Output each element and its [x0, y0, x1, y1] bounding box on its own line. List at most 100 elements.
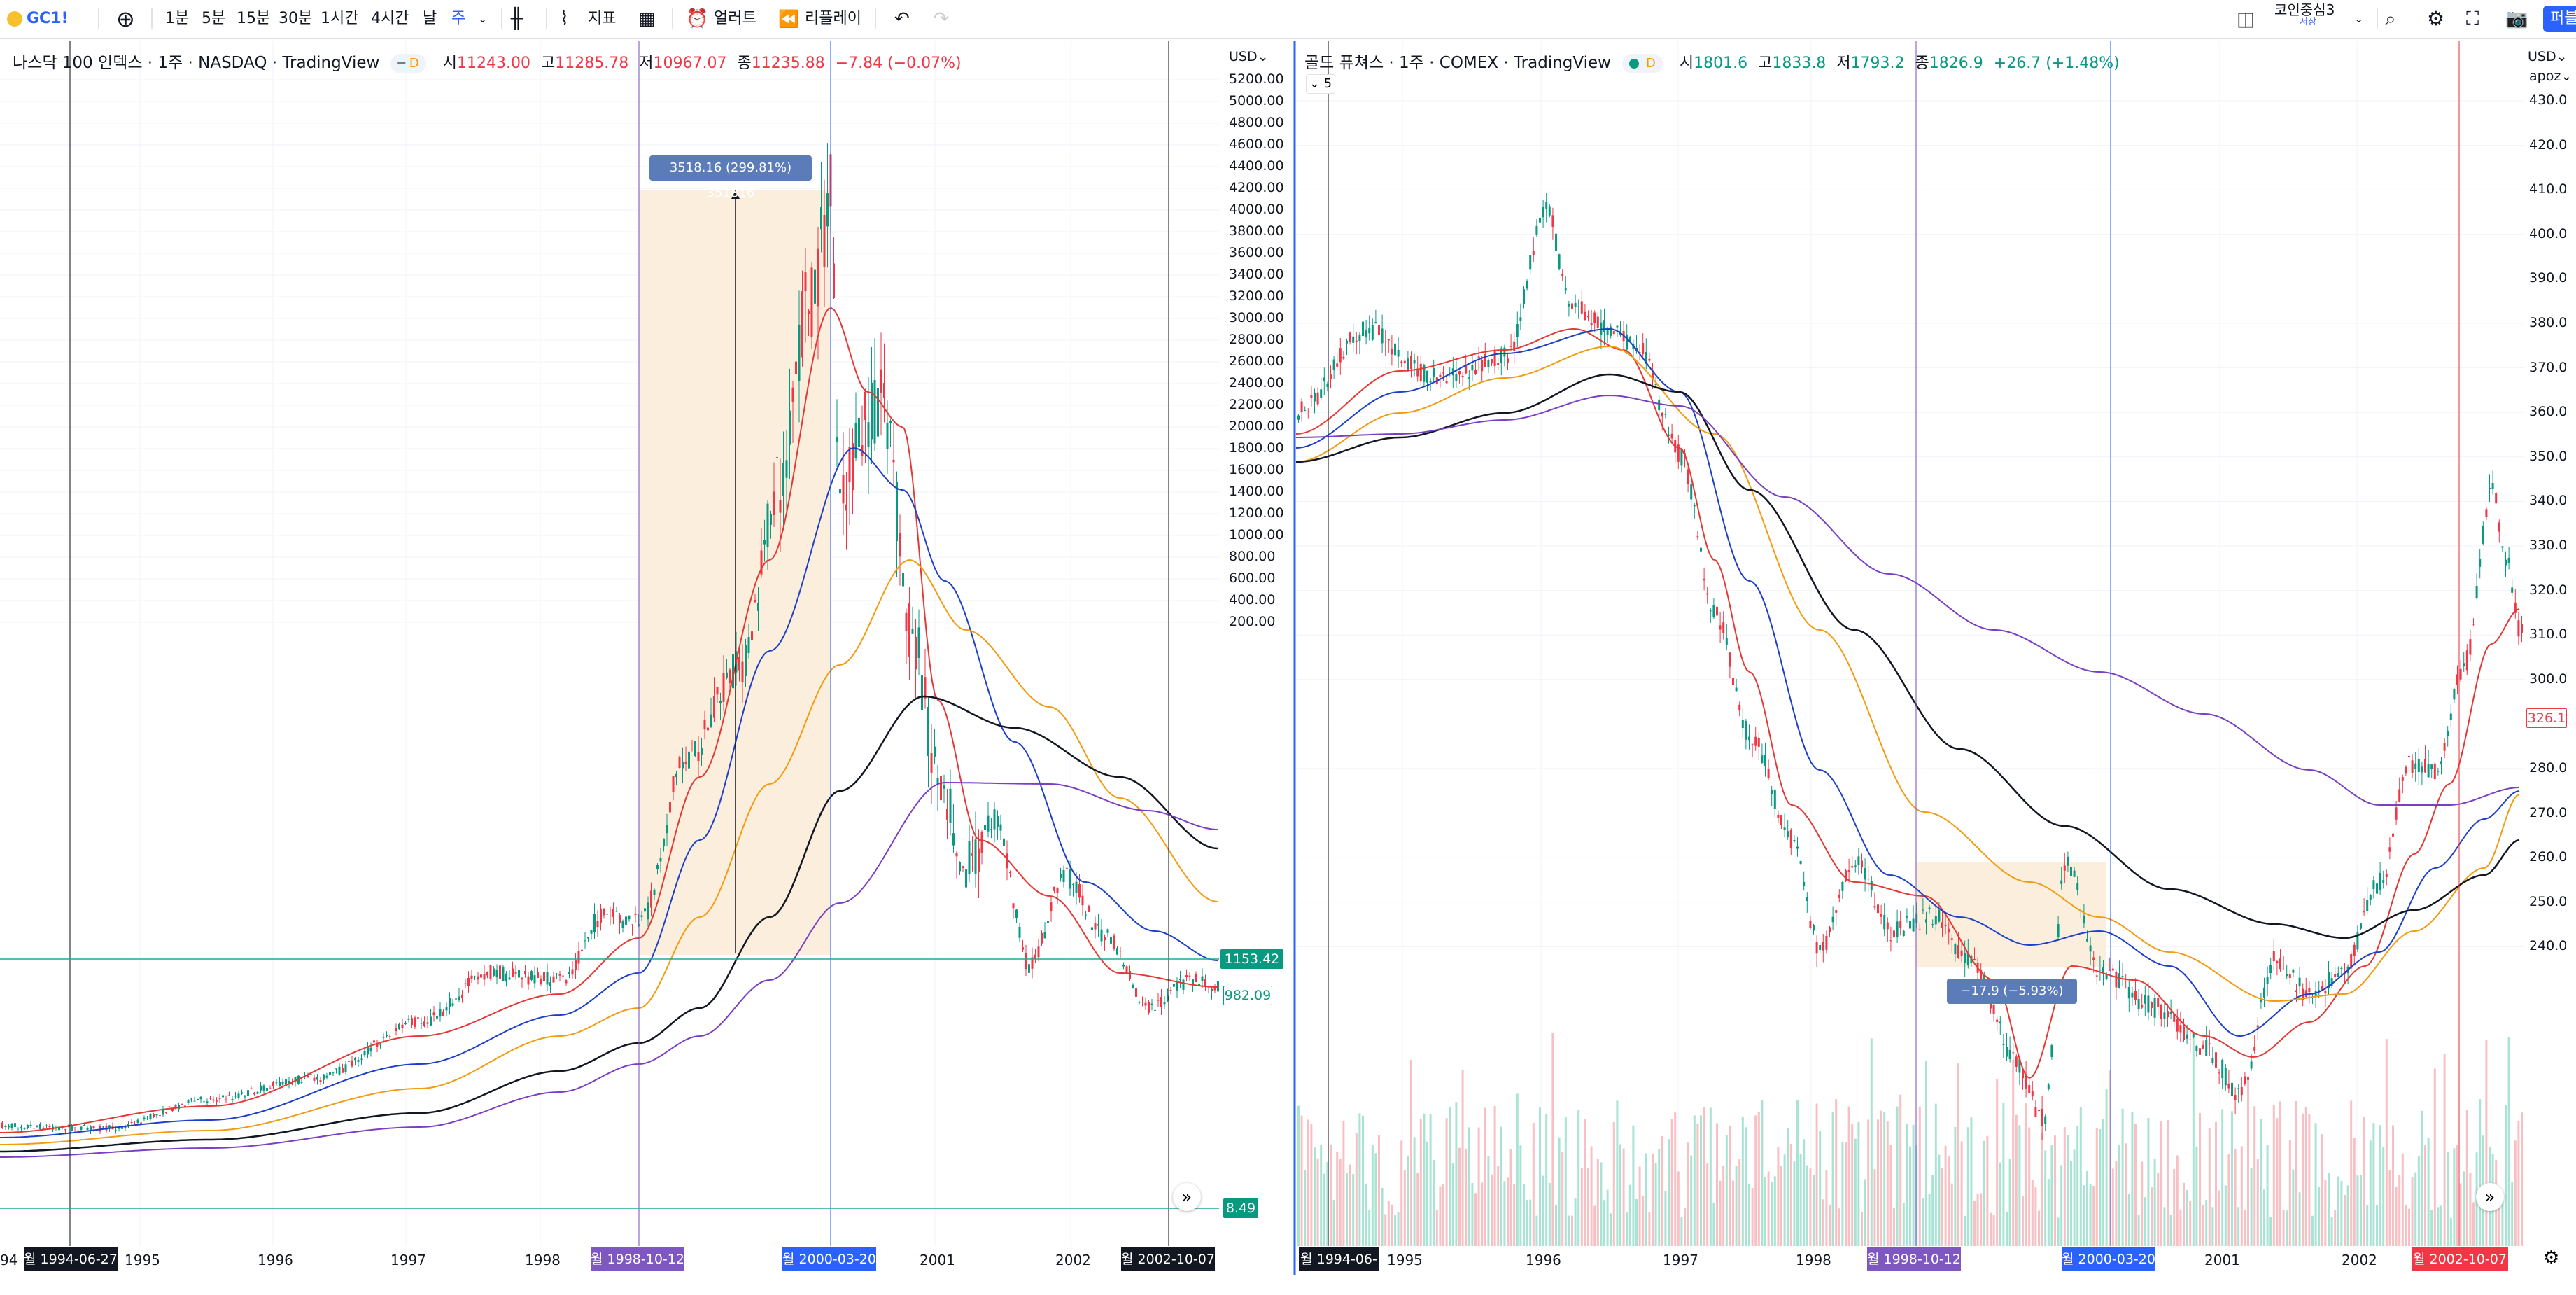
right-currency-label[interactable]: USD⌄	[2528, 49, 2568, 64]
left-price-tick: 2800.00	[1229, 332, 1284, 347]
right-candle-body	[1400, 361, 1403, 363]
right-volume-bar	[2282, 1210, 2285, 1246]
interval-4h[interactable]: 4시간	[371, 10, 409, 27]
interval-dropdown-chevron-icon[interactable]: ⌄	[478, 12, 488, 25]
right-candle-body	[1693, 505, 1696, 507]
right-volume-bar	[2253, 1106, 2256, 1246]
left-chart-legend: 나스닥 100 인덱스 · 1주 · NASDAQ · TradingView ━…	[13, 49, 962, 74]
right-volume-bar	[1809, 1168, 1812, 1246]
left-price-tick: 3400.00	[1229, 267, 1284, 282]
right-candle-body	[1658, 399, 1661, 411]
replay-rewind-icon[interactable]: ⏪	[778, 9, 799, 29]
right-candle-body	[1455, 374, 1458, 381]
right-range-measure-box	[1916, 862, 2106, 967]
interval-15m[interactable]: 15분	[237, 10, 271, 27]
right-chart-title[interactable]: 골드 퓨쳐스 · 1주 · COMEX · TradingView	[1304, 54, 1611, 72]
right-price-tick: 420.0	[2529, 136, 2568, 153]
right-candle-body	[1773, 789, 1776, 809]
replay-button[interactable]: 리플레이	[805, 10, 861, 27]
left-candle-body	[902, 573, 904, 587]
right-volume-bar	[1371, 1145, 1374, 1246]
left-candle-body	[1056, 888, 1059, 892]
interval-day[interactable]: 날	[423, 10, 437, 27]
legend-collapse-button[interactable]: ⌄ 5	[1306, 74, 1335, 94]
left-candle-body	[1185, 975, 1188, 977]
right-volume-bar	[2334, 1210, 2337, 1246]
alert-button[interactable]: 얼러트	[714, 10, 756, 27]
left-candle-body	[392, 1032, 394, 1033]
right-candle-body	[1603, 320, 1605, 332]
left-chart-title[interactable]: 나스닥 100 인덱스 · 1주 · NASDAQ · TradingView	[13, 54, 380, 72]
left-candle-body	[171, 1108, 174, 1112]
left-candle-body	[1160, 997, 1162, 1007]
left-candle-body	[1037, 946, 1040, 958]
right-candle-body	[2050, 1045, 2053, 1057]
left-candle-body	[798, 324, 801, 382]
right-unit-label[interactable]: apoz⌄	[2529, 69, 2573, 84]
interval-week[interactable]: 주	[451, 10, 466, 27]
left-candle-body	[514, 972, 517, 974]
right-scroll-to-realtime-icon[interactable]: »	[2476, 1183, 2504, 1211]
right-volume-bar	[1754, 1115, 1757, 1246]
right-candle-body	[1336, 363, 1339, 367]
right-candle-body	[2173, 1014, 2176, 1022]
left-candle-body	[118, 1126, 120, 1129]
templates-grid-icon[interactable]: ▦	[638, 8, 656, 29]
right-volume-bar	[1880, 1110, 1882, 1246]
top-toolbar: GC1! ⊕ 1분 5분 15분 30분 1시간 4시간 날 주 ⌄ ╫ ⌇ 지…	[0, 0, 2576, 39]
fullscreen-icon[interactable]: ⛶	[2466, 8, 2479, 29]
left-currency-label[interactable]: USD⌄	[1229, 49, 1269, 64]
interval-1m[interactable]: 1분	[165, 10, 190, 27]
vertical-marker-lines	[69, 41, 2460, 1246]
symbol-logo-icon[interactable]	[7, 0, 22, 38]
indicators-icon[interactable]: ⌇	[560, 8, 569, 29]
candle-style-icon[interactable]: ╫	[511, 7, 523, 30]
right-candle-body	[2489, 487, 2491, 489]
right-volume-bar	[2179, 1209, 2182, 1246]
left-ma-purple	[0, 782, 1218, 1158]
layout-chevron-down-icon[interactable]: ⌄	[2354, 12, 2364, 25]
interval-30m[interactable]: 30분	[279, 10, 313, 27]
right-candle-body	[1507, 358, 1509, 363]
search-icon[interactable]: ⌕	[2385, 7, 2396, 30]
alert-clock-icon[interactable]: ⏰	[686, 8, 709, 29]
left-candle-body	[754, 599, 756, 603]
settings-gear-icon[interactable]: ⚙	[2427, 7, 2445, 30]
left-scroll-to-realtime-icon[interactable]: »	[1173, 1183, 1201, 1211]
right-candle-body	[1590, 323, 1593, 326]
right-candle-body	[1857, 856, 1860, 865]
left-candle-body	[833, 263, 835, 298]
right-volume-bar	[2173, 1168, 2176, 1246]
right-volume-bar	[1310, 1124, 1313, 1246]
right-candle-body	[1548, 206, 1551, 216]
right-volume-bar	[1957, 1063, 1959, 1246]
undo-icon[interactable]: ↶	[894, 8, 910, 29]
snapshot-camera-icon[interactable]: 📷	[2505, 8, 2528, 29]
charts-canvas[interactable]	[0, 39, 2576, 1275]
left-candle-body	[779, 500, 782, 513]
interval-5m[interactable]: 5분	[202, 10, 226, 27]
left-candle-body	[867, 422, 870, 447]
compare-add-icon[interactable]: ⊕	[116, 6, 135, 32]
left-candle-body	[1132, 984, 1134, 988]
right-candle-body	[2218, 1072, 2220, 1074]
right-volume-bar	[1558, 1137, 1561, 1246]
right-candle-body	[1789, 830, 1792, 848]
right-volume-bar	[1973, 1200, 1976, 1246]
layout-panels-icon[interactable]: ◫	[2237, 7, 2255, 30]
layout-name[interactable]: 코인중심3	[2274, 1, 2335, 18]
right-candle-body	[1767, 769, 1770, 778]
axis-settings-gear-icon[interactable]: ⚙	[2543, 1247, 2560, 1268]
left-time-label-2002: 월 2002-10-07	[1121, 1247, 1215, 1271]
redo-icon[interactable]: ↷	[934, 8, 949, 29]
publish-button[interactable]: 퍼블	[2543, 6, 2576, 32]
left-candle-body	[1138, 1002, 1141, 1003]
right-ma-orange	[1295, 345, 2520, 1002]
symbol-search-button[interactable]: GC1!	[27, 10, 69, 27]
right-candlesticks	[1297, 192, 2523, 1140]
indicators-button[interactable]: 지표	[588, 10, 617, 27]
right-candle-body	[1819, 945, 1822, 951]
interval-1h[interactable]: 1시간	[321, 10, 359, 27]
left-candle-body	[713, 696, 715, 718]
right-candle-body	[2034, 1107, 2037, 1117]
